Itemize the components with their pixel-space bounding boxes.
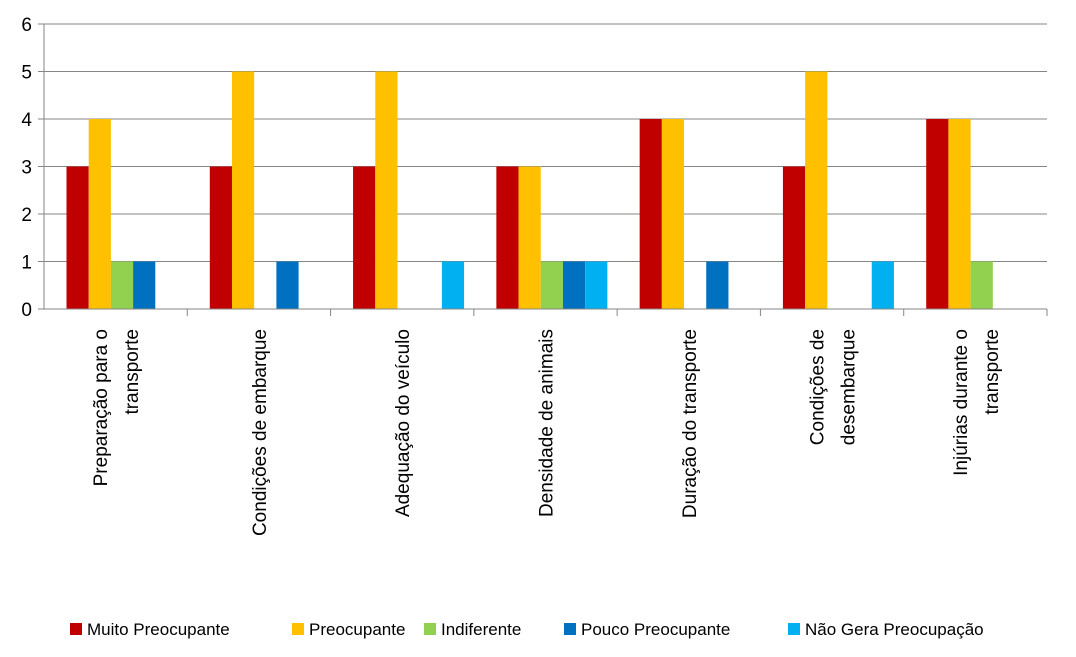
y-tick-label: 5 bbox=[21, 63, 32, 84]
bar bbox=[782, 166, 806, 309]
bar bbox=[661, 119, 685, 309]
legend-label: Pouco Preocupante bbox=[581, 620, 730, 639]
legend: Muito Preocupante Preocupante Indiferente P… bbox=[70, 620, 984, 639]
y-tick-label: 1 bbox=[21, 253, 32, 274]
bar bbox=[496, 166, 519, 309]
x-category-label: transporte bbox=[122, 329, 143, 415]
bar bbox=[231, 71, 255, 309]
y-tick-label: 3 bbox=[21, 158, 32, 179]
x-category-label: Adequação do veículo bbox=[393, 329, 414, 517]
y-tick-label: 6 bbox=[21, 15, 32, 36]
bar bbox=[871, 261, 894, 309]
y-tick-label: 4 bbox=[21, 110, 32, 131]
legend-label: Preocupante bbox=[309, 620, 405, 639]
bar bbox=[66, 166, 89, 309]
bar bbox=[562, 261, 586, 309]
bar bbox=[353, 166, 376, 309]
bar bbox=[441, 261, 465, 309]
x-category-label: transporte bbox=[982, 329, 1003, 415]
legend-swatch bbox=[70, 623, 82, 635]
x-category-label: desembarque bbox=[839, 329, 860, 445]
bar bbox=[639, 119, 662, 309]
legend-label: Muito Preocupante bbox=[87, 620, 230, 639]
y-tick-label: 2 bbox=[21, 205, 32, 226]
legend-swatch bbox=[292, 623, 304, 635]
bar bbox=[209, 166, 232, 309]
x-category-label: Duração do transporte bbox=[680, 329, 701, 518]
bar bbox=[375, 71, 398, 309]
bars bbox=[66, 71, 993, 309]
legend-swatch bbox=[564, 623, 576, 635]
bar bbox=[585, 261, 608, 309]
x-category-label: Condições de embarque bbox=[250, 329, 271, 536]
bar bbox=[706, 261, 729, 309]
x-category-label: Densidade de animais bbox=[537, 329, 558, 517]
bar bbox=[133, 261, 156, 309]
bar bbox=[88, 119, 111, 309]
bar bbox=[948, 119, 971, 309]
bar bbox=[926, 119, 949, 309]
x-category-label: Condições de bbox=[808, 329, 829, 445]
bar bbox=[805, 71, 828, 309]
legend-label: Não Gera Preocupação bbox=[805, 620, 984, 639]
legend-swatch bbox=[424, 623, 436, 635]
y-axis-tick-labels: 0 1 2 3 4 5 6 bbox=[21, 15, 32, 321]
bar bbox=[518, 166, 541, 309]
bar bbox=[970, 261, 993, 309]
legend-swatch bbox=[788, 623, 800, 635]
x-axis-category-labels: Preparação para o transporte Condições de … bbox=[91, 329, 1003, 536]
gridlines bbox=[44, 23, 1047, 262]
y-tick-label: 0 bbox=[21, 300, 32, 321]
bar bbox=[276, 261, 299, 309]
legend-label: Indiferente bbox=[441, 620, 521, 639]
axes bbox=[38, 23, 1048, 316]
bar bbox=[110, 261, 134, 309]
bar bbox=[540, 261, 563, 309]
x-category-label: Injúrias durante o bbox=[951, 329, 972, 476]
x-category-label: Preparação para o bbox=[91, 329, 112, 486]
